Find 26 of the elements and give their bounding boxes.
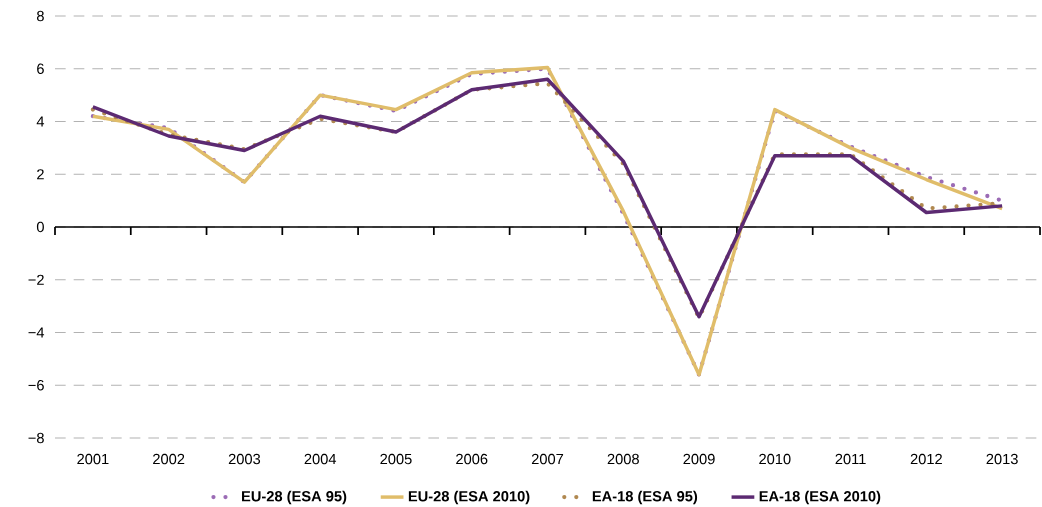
y-tick-label: 6 [37,63,44,74]
x-tick-label: 2005 [380,453,412,465]
x-tick-label: 2007 [531,453,564,465]
y-tick-label: −8 [28,432,44,444]
y-tick-label: −4 [28,327,45,338]
x-tick-label: 2004 [304,453,337,465]
y-tick-label: 2 [37,169,44,180]
legend-label: EA-18 (ESA 2010) [759,490,881,505]
legend-label: EU-28 (ESA 95) [242,490,347,505]
x-tick-label: 2012 [910,453,942,465]
x-tick-label: 2001 [77,453,109,465]
x-tick-label: 2010 [759,453,791,465]
x-tick-label: 2003 [228,453,261,465]
x-tick-label: 2013 [986,453,1018,465]
y-tick-label: 0 [36,221,44,233]
y-tick-label: −6 [28,380,44,391]
x-tick-label: 2008 [607,453,639,465]
y-tick-label: −2 [28,274,44,285]
legend-label: EA-18 (ESA 95) [592,490,698,505]
y-tick-label: 4 [36,116,45,127]
x-tick-label: 2002 [153,453,185,465]
x-tick-label: 2006 [456,453,488,465]
x-tick-label: 2011 [835,453,866,465]
y-tick-label: 8 [36,10,44,22]
legend-label: EU-28 (ESA 2010) [408,490,530,505]
x-tick-label: 2009 [683,453,715,465]
